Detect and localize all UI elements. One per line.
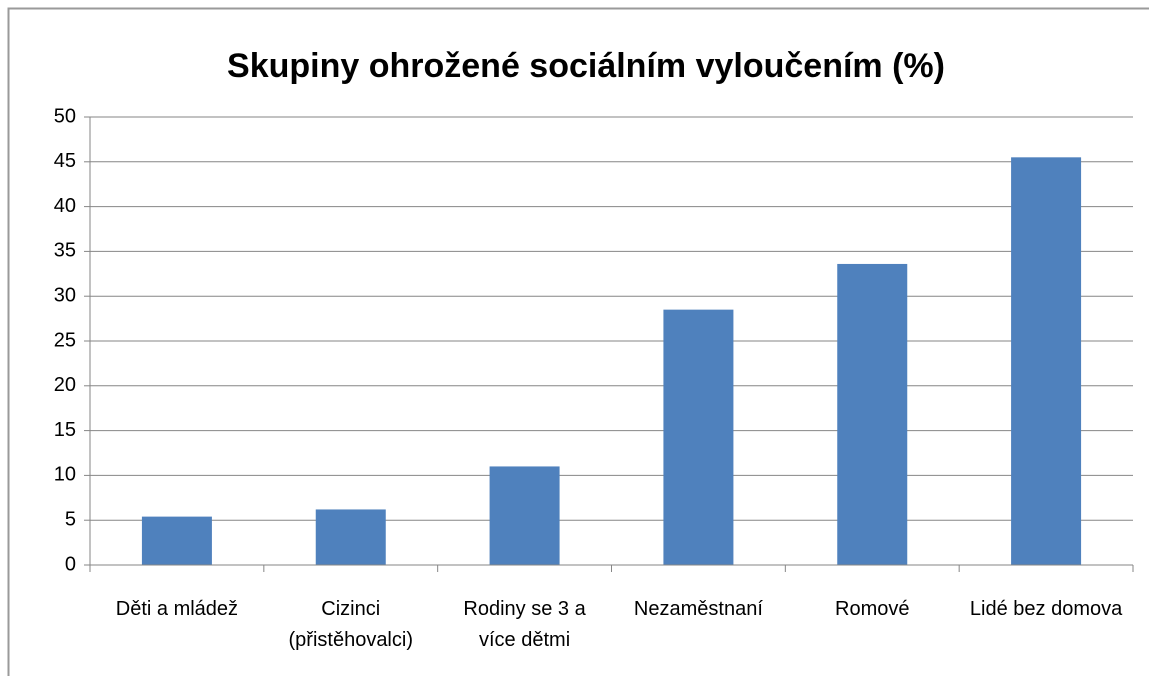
bar xyxy=(663,309,734,565)
y-tick-label: 25 xyxy=(54,329,76,351)
y-tick-label: 10 xyxy=(54,464,76,486)
x-tick-label: Cizinci (přistěhovalci) xyxy=(288,598,413,651)
y-tick-label: 30 xyxy=(54,284,76,306)
y-tick-label: 50 xyxy=(54,105,76,127)
y-tick-label: 0 xyxy=(65,553,76,575)
bar xyxy=(837,263,908,565)
chart-title: Skupiny ohrožené sociálním vyloučením (%… xyxy=(227,47,945,85)
x-tick-label: Děti a mládež xyxy=(115,598,239,620)
y-tick-label: 5 xyxy=(65,508,76,530)
y-tick-label: 35 xyxy=(54,240,76,262)
bar xyxy=(489,466,560,565)
bar xyxy=(315,509,386,565)
y-tick-label: 15 xyxy=(54,419,76,441)
x-tick-label: Lidé bez domova xyxy=(969,598,1123,620)
x-tick-label: Rodiny se 3 a více dětmi xyxy=(463,598,586,651)
bar xyxy=(141,516,212,565)
y-tick-label: 45 xyxy=(54,150,76,172)
y-tick-label: 40 xyxy=(54,195,76,217)
x-tick-label: Romové xyxy=(835,598,910,620)
chart-frame xyxy=(7,7,1149,676)
x-tick-label: Nezaměstnaní xyxy=(633,598,763,620)
bar xyxy=(1011,157,1082,565)
y-tick-label: 20 xyxy=(54,374,76,396)
